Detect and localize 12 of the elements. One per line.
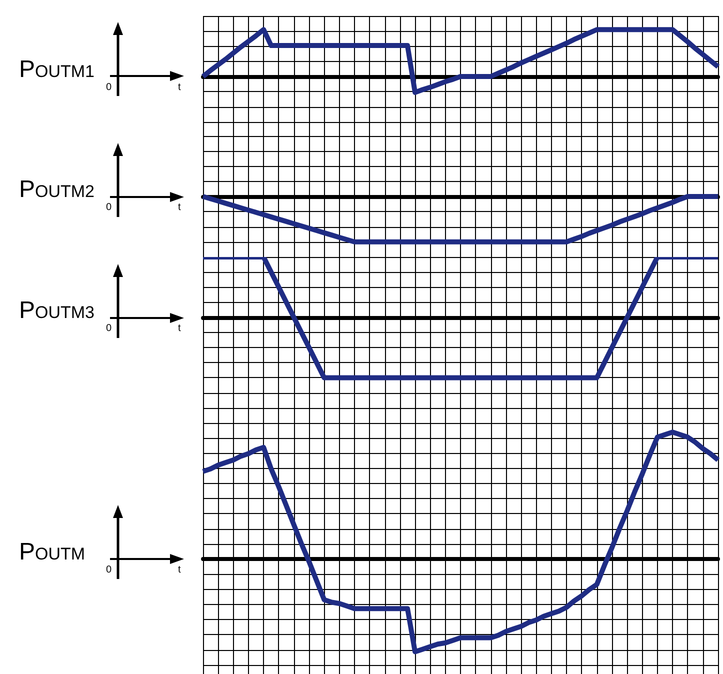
text: 0 bbox=[106, 202, 112, 214]
text: 0 bbox=[106, 323, 112, 334]
x-axis-title: t bbox=[178, 202, 181, 214]
text: 0 bbox=[106, 81, 112, 92]
text: 0 bbox=[106, 564, 112, 576]
x-axis-title: t bbox=[178, 323, 181, 334]
text: POUTM3 bbox=[19, 297, 95, 324]
x-axis-title: t bbox=[178, 81, 181, 92]
x-axis-title: t bbox=[178, 564, 181, 576]
text: POUTM1 bbox=[19, 55, 95, 82]
text: POUTM bbox=[19, 538, 86, 566]
chart-title: POUTM2 bbox=[19, 176, 95, 204]
